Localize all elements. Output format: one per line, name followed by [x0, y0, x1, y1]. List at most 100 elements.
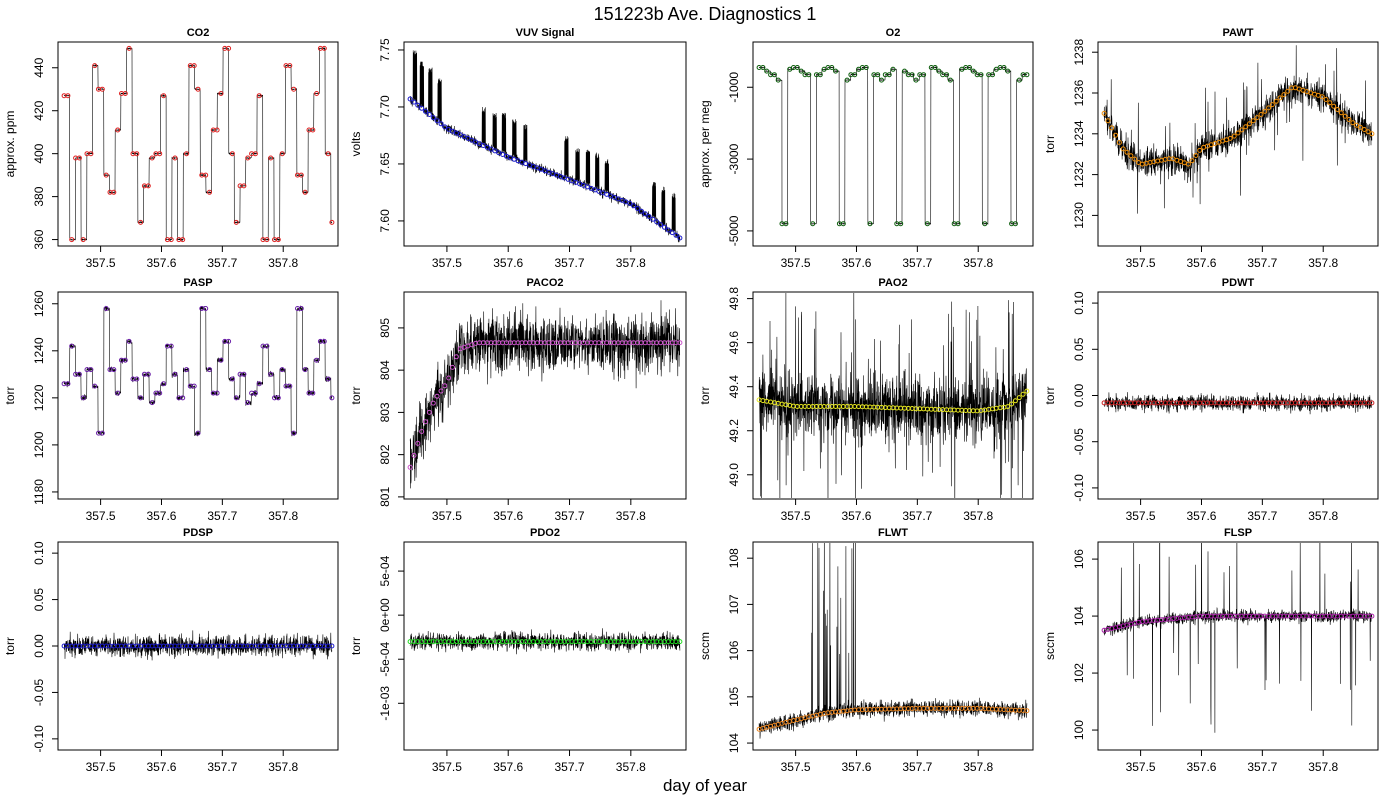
y-tick-label: 360 [32, 229, 46, 249]
mean-marker [947, 77, 953, 83]
mean-marker [1369, 613, 1375, 619]
x-tick-label: 357.6 [841, 509, 871, 523]
x-tick-label: 357.7 [207, 509, 237, 523]
x-tick-label: 357.6 [146, 509, 176, 523]
x-tick-label: 357.7 [1247, 760, 1277, 774]
panel-pdo2: PDO2 torr 357.5 357.6 357.7 357.8 -1e-03 -5e-04… [349, 527, 687, 774]
data-trace [758, 293, 1028, 498]
mean-marker [932, 65, 938, 70]
mean-marker [500, 152, 506, 157]
mean-marker [1357, 124, 1363, 130]
y-tick-label: 108 [727, 548, 741, 568]
y-tick-label: 420 [32, 100, 46, 120]
mean-marker [867, 221, 873, 227]
mean-marker [252, 151, 258, 157]
mean-marker [434, 393, 440, 399]
mean-marker [990, 72, 995, 78]
mean-marker [168, 237, 174, 243]
y-axis-label: sccm [1043, 632, 1057, 660]
x-tick-label: 357.7 [207, 256, 237, 270]
mean-marker [654, 219, 660, 225]
mean-marker [1354, 122, 1360, 128]
mean-marker [430, 115, 436, 121]
mean-marker [302, 189, 308, 195]
mean-marker [214, 390, 220, 396]
mean-marker [1342, 113, 1348, 119]
mean-marker [264, 237, 270, 243]
y-tick-label: -5e-04 [378, 642, 392, 677]
mean-marker [226, 45, 232, 51]
mean-marker [191, 63, 197, 69]
mean-marker [203, 306, 209, 311]
mean-marker [1020, 391, 1026, 397]
mean-marker [982, 221, 988, 227]
mean-marker [1258, 112, 1264, 117]
mean-marker [325, 151, 331, 157]
figure-title: 151223b Ave. Diagnostics 1 [594, 4, 817, 24]
mean-marker [99, 86, 105, 92]
x-tick-label: 357.7 [902, 256, 932, 270]
mean-marker [1005, 404, 1011, 410]
mean-marker [180, 237, 186, 243]
panel-title: PDO2 [530, 527, 560, 539]
mean-marker [1120, 146, 1126, 152]
mean-marker [207, 367, 212, 373]
plot-area [407, 628, 683, 655]
mean-marker [461, 134, 467, 140]
mean-marker [1012, 398, 1018, 404]
y-tick-label: 7.65 [378, 152, 392, 176]
mean-marker [1277, 95, 1283, 101]
mean-marker [1231, 133, 1237, 139]
data-trace [758, 543, 1028, 739]
mean-marker [180, 395, 186, 401]
mean-marker [1250, 118, 1256, 124]
mean-marker [145, 183, 151, 189]
x-tick-label: 357.6 [841, 760, 871, 774]
mean-marker [310, 127, 316, 133]
y-axis-label: torr [698, 386, 712, 404]
plot-frame [1097, 291, 1379, 500]
y-tick-label: 0.05 [1072, 337, 1086, 361]
mean-marker [279, 367, 285, 373]
x-tick-label: 357.8 [616, 509, 646, 523]
y-tick-label: 1260 [32, 290, 46, 317]
data-trace [63, 46, 333, 242]
mean-marker [241, 183, 247, 189]
mean-marker [279, 151, 285, 157]
mean-marker [157, 390, 163, 396]
y-tick-label: 104 [727, 733, 741, 753]
mean-marker [214, 127, 220, 133]
mean-marker [76, 371, 82, 377]
mean-marker [909, 72, 915, 78]
y-tick-label: 1234 [1072, 120, 1086, 147]
mean-marker [480, 143, 486, 148]
panel-pdwt: PDWT torr 357.5 357.6 357.7 357.8 -0.10 -0.05 0.… [1043, 277, 1379, 523]
mean-marker [407, 464, 413, 470]
mean-marker [1197, 147, 1203, 153]
mean-marker [783, 221, 789, 227]
x-tick-label: 357.5 [1126, 760, 1156, 774]
mean-marker [677, 639, 683, 645]
y-axis-label: torr [349, 386, 363, 404]
mean-marker [245, 400, 251, 406]
panel-paco2: PACO2 torr 357.5 357.6 357.7 357.8 801 802 803 80… [349, 277, 687, 523]
mean-marker [450, 128, 455, 134]
panel-vuv-signal: VUV Signal volts 357.5 357.6 357.7 357.8 7.60 7… [349, 27, 687, 270]
y-tick-label: 0e+00 [378, 598, 392, 632]
mean-marker [184, 367, 189, 373]
mean-marker [1247, 121, 1252, 127]
x-tick-label: 357.7 [902, 509, 932, 523]
x-tick-label: 357.5 [781, 760, 811, 774]
mean-marker [760, 65, 766, 70]
y-tick-label: 1238 [1072, 39, 1086, 66]
mean-marker [1132, 156, 1138, 162]
mean-marker [103, 172, 109, 178]
panel-title: VUV Signal [516, 27, 575, 39]
mean-marker [817, 72, 823, 78]
x-tick-label: 357.5 [781, 509, 811, 523]
x-tick-label: 357.6 [1186, 760, 1216, 774]
mean-marker [955, 221, 961, 227]
mean-marker [446, 126, 452, 132]
mean-marker [430, 400, 436, 406]
mean-marker [457, 132, 463, 138]
